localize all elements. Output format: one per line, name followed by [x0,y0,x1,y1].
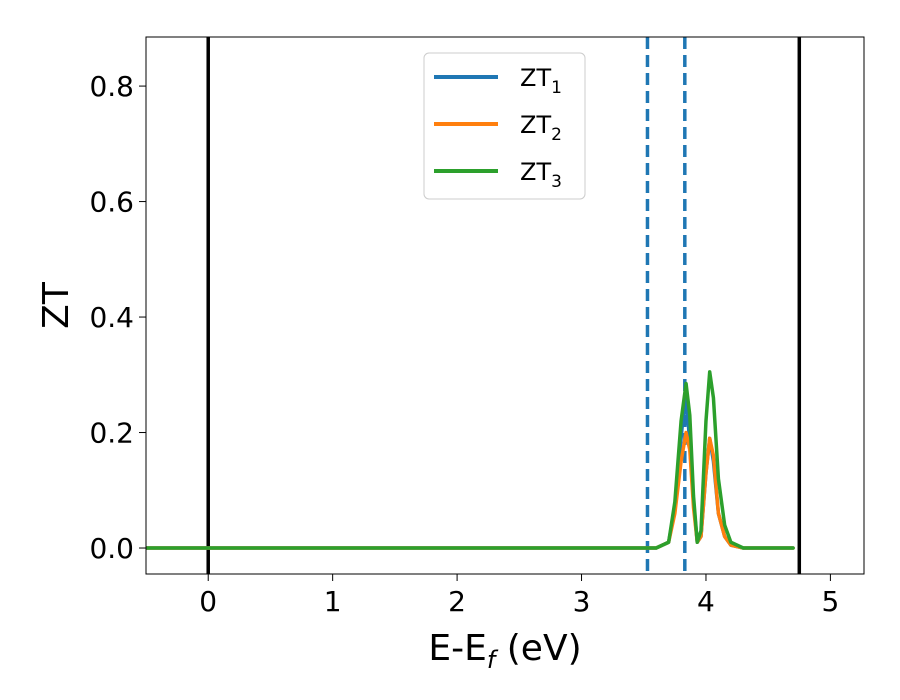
legend-label-sub-2: 2 [551,125,562,145]
legend-label-sub-3: 3 [551,172,562,192]
legend-label-sub-1: 1 [551,78,562,98]
legend-label-3: ZT3 [520,158,562,192]
legend-label-main-3: ZT [520,158,551,186]
legend-label-main-2: ZT [520,111,551,139]
x-tick-label-2: 2 [448,585,466,618]
y-tick-label-0: 0.0 [89,532,134,565]
x-tick-label-0: 0 [199,585,217,618]
x-tick-label-4: 4 [697,585,715,618]
x-axis-title: E-Ef (eV) [428,628,581,674]
x-tick-label-1: 1 [324,585,342,618]
y-tick-label-2: 0.4 [89,301,134,334]
x-axis-title-main: E-E [428,628,486,669]
legend-label-main-1: ZT [520,64,551,92]
x-axis-title-unit: (eV) [495,628,581,669]
plot-area [146,37,802,574]
x-tick-label-3: 3 [573,585,591,618]
series-line-3 [146,370,795,550]
y-tick-label-1: 0.2 [89,417,134,450]
legend-box [423,52,586,200]
y-tick-label-4: 0.8 [89,70,134,103]
y-tick-label-3: 0.6 [89,186,134,219]
axes: 0 1 2 3 4 5 0.0 0.2 0.4 0.6 0.8 E-Ef (eV) ZT [36,36,865,674]
legend-label-2: ZT2 [520,111,562,145]
legend-label-1: ZT1 [520,64,562,98]
x-tick-label-5: 5 [821,585,839,618]
y-axis-title: ZT [36,281,77,329]
plot-frame [145,36,865,575]
